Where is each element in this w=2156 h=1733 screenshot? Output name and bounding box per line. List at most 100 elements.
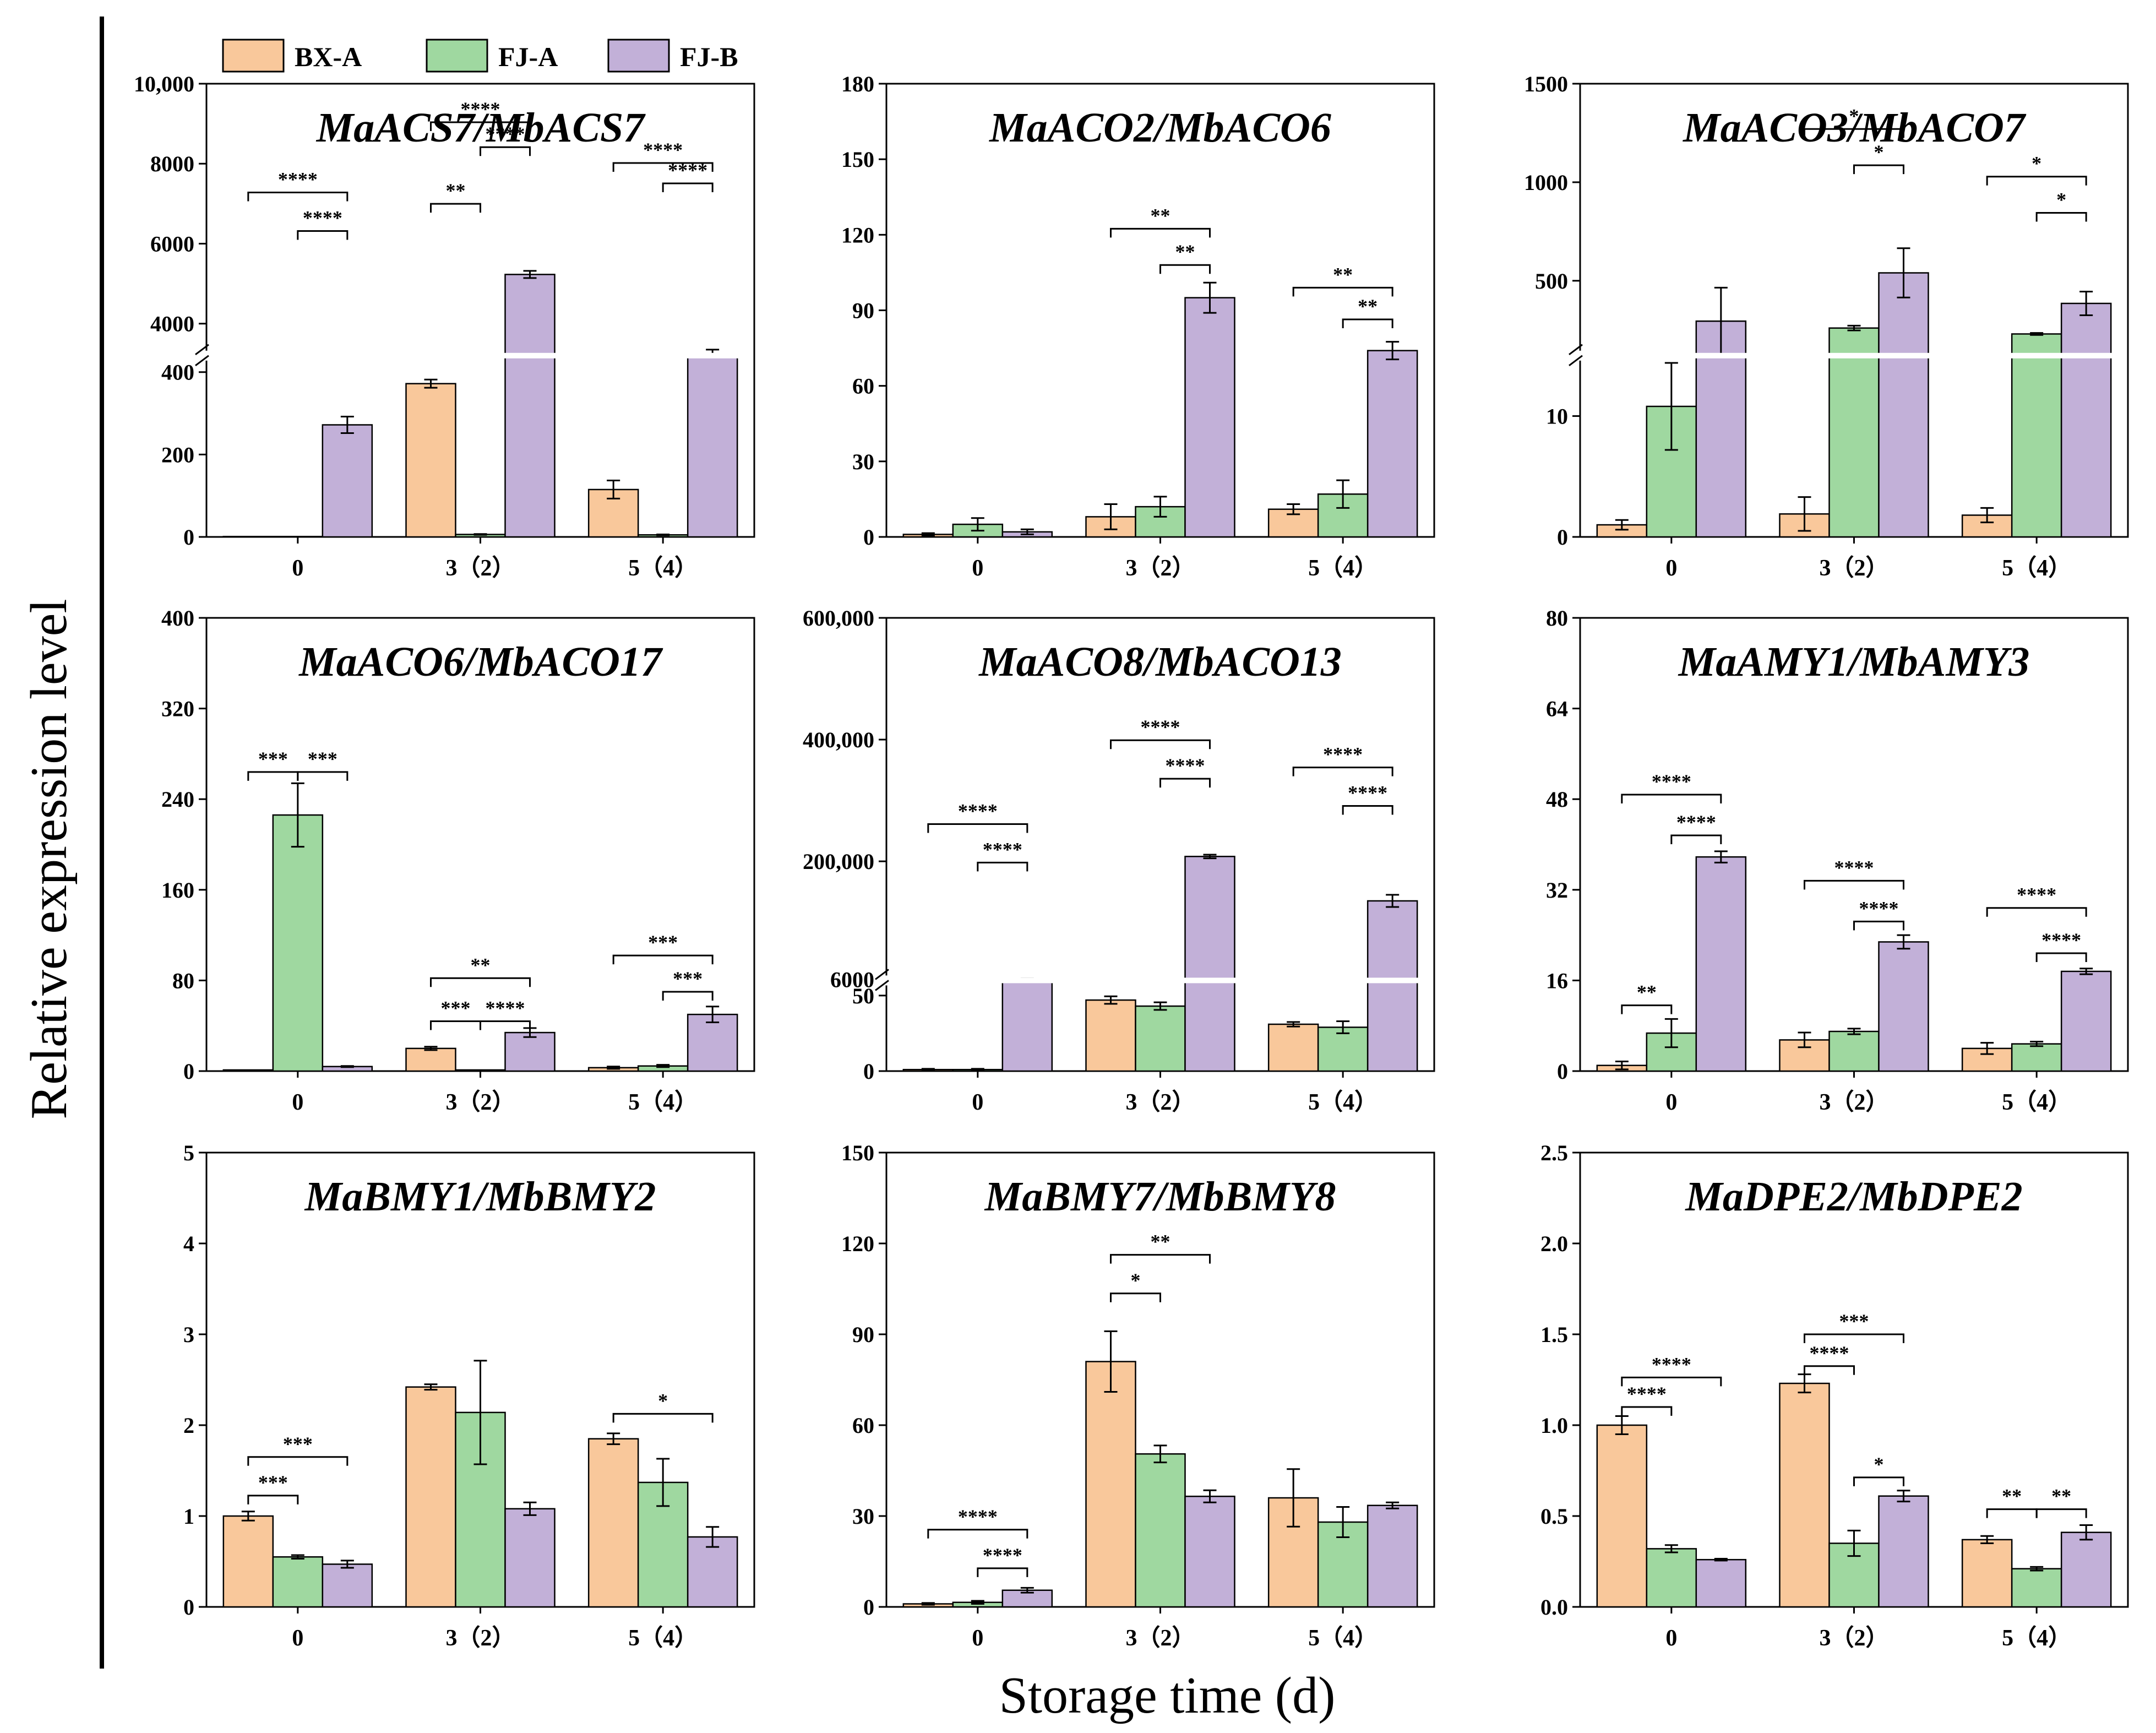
significance-bracket — [2035, 1508, 2087, 1518]
x-category-label: 3（2） — [1125, 1089, 1195, 1115]
y-tick-label: 2.5 — [1540, 1140, 1568, 1165]
legend-label-fj-a: FJ-A — [498, 41, 558, 72]
bar-bx-a — [1779, 1039, 1830, 1072]
significance-label: *** — [673, 968, 703, 990]
significance-bracket — [977, 1567, 1028, 1577]
significance-label: **** — [1323, 743, 1363, 765]
significance-label: * — [1131, 1269, 1141, 1291]
bar-fj-a — [272, 536, 324, 538]
bar-fj-b — [2060, 302, 2112, 538]
significance-bracket — [1804, 1365, 1855, 1375]
significance-bracket — [430, 977, 531, 987]
significance-label: *** — [648, 931, 678, 953]
significance-label: **** — [1348, 782, 1387, 804]
x-category-label: 3（2） — [1125, 555, 1195, 581]
significance-label: ** — [1151, 204, 1170, 226]
bar-fj-b — [504, 1031, 556, 1072]
significance-label: ** — [471, 954, 491, 976]
x-category-label: 5（4） — [2002, 1625, 2071, 1651]
x-category-label: 3（2） — [1819, 555, 1888, 581]
y-tick-label: 6000 — [150, 231, 194, 256]
significance-label: * — [1874, 141, 1884, 163]
legend: BX-A FJ-A FJ-B — [222, 39, 738, 73]
significance-label: * — [2056, 189, 2066, 211]
bar-bx-a — [587, 1438, 639, 1608]
y-tick-label: 2 — [183, 1413, 194, 1438]
y-tick-label: 16 — [1546, 968, 1568, 993]
bar-fj-a — [2011, 1043, 2062, 1072]
x-category-label: 0 — [292, 1090, 303, 1115]
x-category-label: 3（2） — [1819, 1089, 1888, 1115]
significance-bracket — [1853, 920, 1904, 931]
x-category-label: 5（4） — [2002, 1089, 2071, 1115]
bar-bx-a — [405, 1386, 456, 1608]
significance-label: **** — [1627, 1383, 1667, 1405]
bar-fj-b — [1184, 1496, 1235, 1608]
y-tick-label: 50 — [852, 984, 874, 1008]
legend-swatch-bx-a — [222, 39, 285, 73]
significance-bracket — [297, 230, 349, 240]
plot-frame — [1579, 617, 2129, 1072]
y-tick-label: 240 — [161, 787, 194, 812]
significance-bracket — [297, 771, 349, 781]
bar-fj-b — [1695, 856, 1747, 1072]
y-tick-label: 120 — [841, 1231, 874, 1256]
significance-label: **** — [1676, 811, 1716, 833]
significance-label: **** — [2041, 929, 2081, 951]
y-tick-label: 0 — [183, 525, 194, 550]
significance-label: ** — [1333, 263, 1353, 285]
significance-bracket — [1621, 1004, 1673, 1014]
bar-fj-b — [1184, 856, 1235, 1072]
significance-label: * — [2032, 153, 2041, 175]
chart-title: MaDPE2/MbDPE2 — [1685, 1174, 2022, 1220]
significance-label: ** — [2002, 1485, 2022, 1507]
main-x-label: Storage time (d) — [999, 1667, 1336, 1724]
y-tick-label: 4 — [183, 1231, 194, 1256]
significance-label: **** — [2017, 884, 2056, 906]
significance-bracket — [480, 146, 531, 156]
significance-bracket — [1986, 176, 2087, 186]
chart-title: MaAMY1/MbAMY3 — [1678, 639, 2030, 685]
y-tick-label: 32 — [1546, 878, 1568, 903]
bar-bx-a — [1779, 1382, 1830, 1608]
significance-label: ** — [2051, 1485, 2071, 1507]
chart-panel-madpe2: MaDPE2/MbDPE2 0.0 0.5 1.0 1.5 2.0 2.5 0 3（2） 5（4）… — [1540, 1140, 2129, 1651]
significance-bracket — [1804, 879, 1904, 890]
bar-bx-a — [1085, 999, 1136, 1072]
bar-fj-b — [1366, 1504, 1418, 1608]
significance-label: *** — [283, 1433, 313, 1455]
axis-break-gap — [209, 352, 752, 358]
bar-fj-a — [1135, 1005, 1186, 1072]
y-tick-label: 0 — [183, 1595, 194, 1620]
significance-bracket — [1159, 264, 1211, 274]
y-tick-label: 4000 — [150, 312, 194, 336]
significance-label: **** — [958, 1506, 998, 1528]
chart-title: MaACO3/MbACO7 — [1683, 105, 2027, 151]
y-tick-label: 150 — [841, 1140, 874, 1165]
significance-bracket — [1292, 286, 1393, 297]
y-tick-label: 120 — [841, 222, 874, 247]
significance-label: **** — [1859, 897, 1899, 919]
y-tick-label: 400 — [161, 606, 194, 631]
y-tick-label: 150 — [841, 147, 874, 172]
bar-fj-a — [272, 814, 324, 1072]
axis-break-slash — [195, 344, 209, 355]
axis-break-slash — [875, 980, 889, 991]
y-tick-label: 64 — [1546, 697, 1568, 721]
significance-bracket — [1342, 805, 1393, 815]
axis-break-slash — [1569, 344, 1583, 355]
significance-bracket — [1621, 1406, 1673, 1416]
significance-bracket — [2035, 952, 2087, 963]
significance-label: ** — [1637, 981, 1657, 1003]
chart-title: MaBMY7/MbBMY8 — [984, 1174, 1336, 1220]
y-tick-label: 500 — [1535, 269, 1568, 294]
bar-bx-a — [405, 1047, 456, 1072]
chart-title: MaACO2/MbACO6 — [989, 105, 1331, 151]
x-category-label: 0 — [972, 556, 983, 581]
significance-label: *** — [308, 748, 337, 770]
significance-bracket — [1853, 164, 1904, 175]
bar-bx-a — [1961, 1539, 2013, 1608]
bar-fj-b — [2060, 970, 2112, 1072]
y-tick-label: 90 — [852, 298, 874, 323]
